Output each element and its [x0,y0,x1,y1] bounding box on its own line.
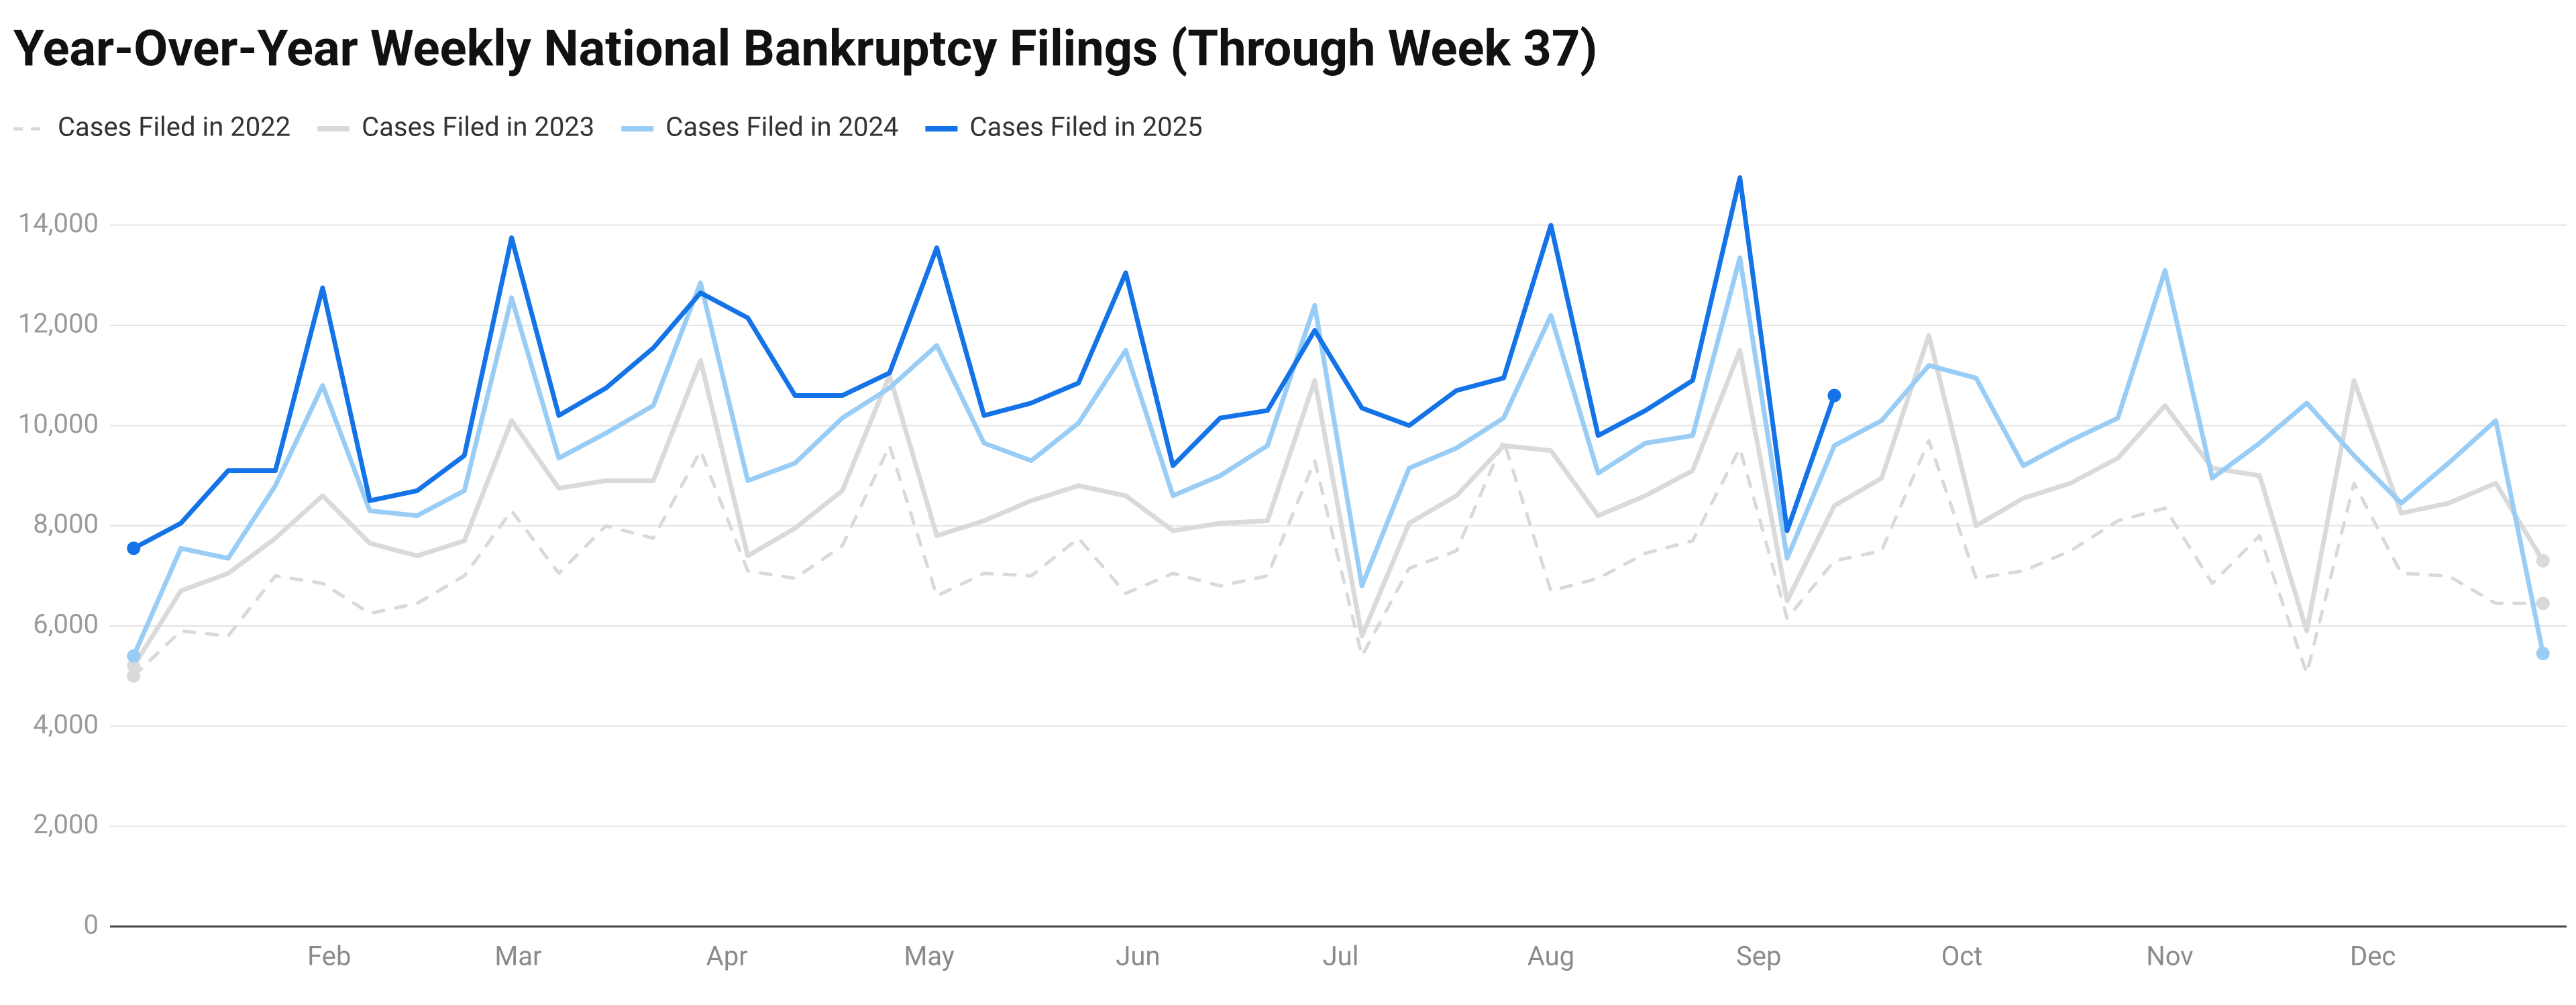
chart-title: Year-Over-Year Weekly National Bankruptc… [13,20,1597,78]
end-point [2536,596,2550,611]
y-tick-label: 0 [84,909,99,941]
end-point [1827,388,1841,403]
legend-label: Cases Filed in 2025 [969,111,1202,143]
y-tick-label: 8,000 [33,508,99,539]
x-tick-label: Jun [1116,941,1160,972]
x-tick-label: Dec [2350,941,2396,972]
series-line [131,333,2546,669]
end-point [127,541,141,556]
y-tick-label: 12,000 [18,308,99,339]
end-point [127,659,141,673]
y-tick-label: 14,000 [18,207,99,239]
x-tick-label: May [904,941,954,972]
end-point [127,649,141,663]
legend-item: Cases Filed in 2025 [925,111,1203,143]
legend-item: Cases Filed in 2022 [13,111,290,143]
x-tick-label: Feb [307,941,351,972]
x-tick-label: Apr [706,941,748,972]
legend-label: Cases Filed in 2024 [665,111,898,143]
legend-item: Cases Filed in 2023 [317,111,594,143]
y-tick-label: 6,000 [33,609,99,640]
series-line [131,175,1837,551]
x-tick-label: Sep [1736,941,1781,972]
series-line [131,255,2546,659]
legend-item: Cases Filed in 2024 [621,111,898,143]
x-tick-label: Nov [2146,941,2193,972]
legend-label: Cases Filed in 2022 [58,111,290,143]
series-line [131,439,2545,678]
y-tick-label: 2,000 [33,808,99,840]
x-tick-label: Mar [494,941,541,972]
x-tick-label: Oct [1941,941,1983,972]
x-tick-label: Aug [1527,941,1574,972]
end-point [127,669,141,683]
y-tick-label: 10,000 [18,408,99,439]
end-point [2536,553,2550,568]
y-tick-label: 4,000 [33,708,99,740]
end-point [2536,647,2550,661]
legend-label: Cases Filed in 2023 [362,111,594,143]
x-tick-label: Jul [1323,941,1359,972]
